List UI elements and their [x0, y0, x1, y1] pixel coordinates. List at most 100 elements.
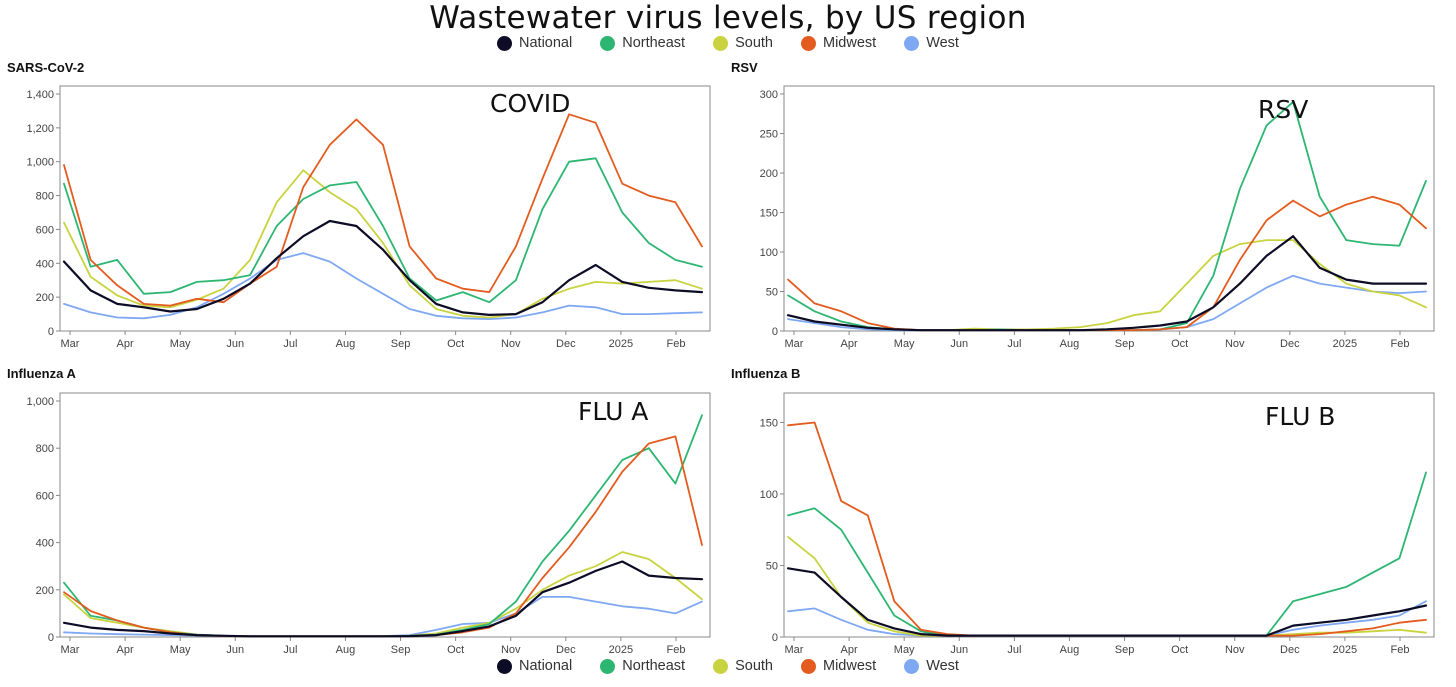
panel-influenza-a: Influenza A 0 200 400 600 800 1,000 Mar Apr May Ju… [7, 366, 711, 656]
legend-label: National [519, 658, 573, 674]
series-line-west [787, 600, 1427, 637]
x-tick-label: Apr [841, 338, 858, 350]
y-tick-label: 100 [760, 489, 778, 501]
legend-top-item-south: South [713, 35, 773, 51]
legend-dot-icon [801, 35, 816, 51]
x-tick-label: Sep [1115, 644, 1135, 656]
x-tick-label: Mar [61, 338, 80, 350]
y-tick-label: 600 [36, 224, 54, 236]
legend-bottom-item-national: National [497, 658, 572, 674]
y-tick-label: 100 [760, 247, 778, 259]
series-line-national [786, 235, 1428, 332]
y-tick-label: 600 [36, 490, 54, 502]
x-tick-label: 2025 [1333, 644, 1357, 656]
x-tick-label: 2025 [609, 338, 633, 350]
x-tick-label: Jun [226, 644, 244, 656]
x-tick-label: Mar [785, 644, 804, 656]
y-tick-label: 200 [36, 292, 54, 304]
panel-title: SARS-CoV-2 [7, 60, 84, 75]
panel-title: RSV [731, 60, 758, 75]
x-tick-label: Jun [950, 338, 968, 350]
x-tick-label: Aug [336, 338, 356, 350]
x-tick-label: Nov [1225, 644, 1245, 656]
legend-dot-icon [497, 658, 513, 674]
legend-dot-icon [600, 35, 616, 51]
y-tick-label: 400 [36, 538, 54, 550]
legend-label: West [926, 658, 959, 674]
legend-top-item-northeast: Northeast [600, 35, 685, 51]
legend-label: Northeast [622, 35, 686, 51]
x-tick-label: Apr [841, 644, 858, 656]
y-tick-label: 800 [36, 191, 54, 203]
panel-title: Influenza B [731, 366, 800, 381]
y-tick-label: 300 [760, 89, 778, 101]
x-tick-label: Oct [447, 338, 464, 350]
x-tick-label: Nov [501, 338, 521, 350]
y-tick-label: 150 [760, 417, 778, 429]
legend-bottom-item-south: South [713, 658, 773, 674]
series-line-midwest [63, 435, 703, 638]
legend-bottom-item-west: West [904, 658, 959, 674]
legend-dot-icon [904, 35, 920, 51]
charts-area: SARS-CoV-2 0 200 400 600 800 1,000 1,200 1,400 Ma… [7, 60, 1435, 656]
x-tick-label: Dec [1280, 644, 1300, 656]
panel-annotation: FLU B [1265, 402, 1335, 431]
x-tick-label: May [894, 644, 915, 656]
x-tick-label: Feb [667, 338, 686, 350]
panel-sars-cov-2: SARS-CoV-2 0 200 400 600 800 1,000 1,200 1,400 Ma… [7, 60, 711, 350]
x-tick-label: Feb [667, 644, 686, 656]
series-line-south [63, 551, 703, 638]
y-tick-label: 0 [772, 326, 778, 338]
chart-title: Wastewater virus levels, by US region [429, 0, 1027, 36]
series-line-midwest [787, 421, 1427, 637]
y-tick-label: 400 [36, 258, 54, 270]
legend-label: Midwest [823, 35, 877, 51]
x-tick-label: Jul [1007, 338, 1021, 350]
y-tick-label: 150 [760, 208, 778, 220]
x-tick-label: Aug [1060, 338, 1080, 350]
x-tick-label: Jul [283, 338, 297, 350]
x-tick-label: Jul [283, 644, 297, 656]
y-tick-label: 0 [48, 632, 54, 644]
x-tick-label: Sep [391, 644, 411, 656]
series-line-northeast [63, 157, 703, 304]
panel-annotation: FLU A [578, 397, 648, 426]
x-tick-label: Jul [1007, 644, 1021, 656]
panel-annotation: COVID [490, 89, 570, 118]
legend-label: Northeast [622, 658, 686, 674]
legend-top: National Northeast South Midwest West [0, 35, 1456, 51]
x-tick-label: May [894, 338, 915, 350]
x-tick-label: Nov [1225, 338, 1245, 350]
legend-label: National [519, 35, 573, 51]
x-tick-label: Sep [391, 338, 411, 350]
legend-dot-icon [904, 658, 920, 674]
legend-dot-icon [600, 658, 616, 674]
series-line-northeast [787, 471, 1427, 637]
legend-label: West [926, 35, 959, 51]
y-tick-label: 0 [772, 632, 778, 644]
series-line-west [787, 274, 1427, 332]
series-line-midwest [63, 113, 703, 307]
x-tick-label: Apr [117, 644, 134, 656]
y-tick-label: 250 [760, 129, 778, 141]
x-tick-label: Mar [785, 338, 804, 350]
x-tick-label: 2025 [1333, 338, 1357, 350]
x-tick-label: Apr [117, 338, 134, 350]
x-tick-label: Sep [1115, 338, 1135, 350]
y-tick-label: 50 [766, 287, 778, 299]
x-tick-label: Dec [556, 338, 576, 350]
legend-dot-icon [713, 658, 729, 674]
panel-rsv: RSV 0 50 100 150 200 250 300 Mar Apr May Jun Jul Aug S… [731, 60, 1435, 350]
y-tick-label: 1,000 [26, 157, 54, 169]
x-tick-label: Aug [1060, 644, 1080, 656]
y-tick-label: 1,000 [26, 396, 54, 408]
x-tick-label: Feb [1391, 338, 1410, 350]
legend-top-item-west: West [904, 35, 959, 51]
series-line-national [62, 219, 704, 316]
legend-top-item-national: National [497, 35, 572, 51]
y-tick-label: 800 [36, 443, 54, 455]
legend-bottom-item-midwest: Midwest [801, 658, 876, 674]
x-tick-label: Dec [1280, 338, 1300, 350]
plot-frame [59, 85, 711, 332]
panel-annotation: RSV [1258, 95, 1308, 124]
